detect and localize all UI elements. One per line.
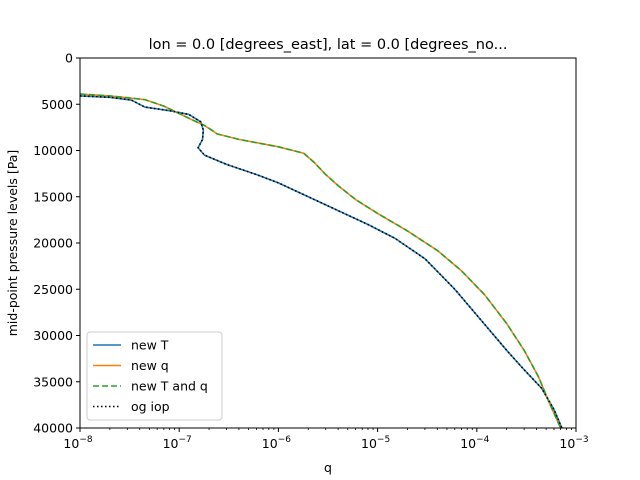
legend-label-0: new T: [131, 338, 169, 353]
y-tick-label: 20000: [33, 236, 73, 251]
x-tick-base: 10: [262, 436, 278, 451]
legend-label-2: new T and q: [131, 379, 208, 394]
y-axis-title: mid-point pressure levels [Pa]: [5, 150, 20, 337]
x-tick-exponent: −5: [377, 435, 390, 445]
legend-label-3: og iop: [131, 399, 170, 414]
legend-box: [86, 331, 223, 421]
x-tick-label: 10−3: [559, 435, 588, 451]
y-tick-label: 0: [65, 51, 73, 66]
x-tick-label: 10−8: [63, 435, 92, 451]
x-axis-title: q: [324, 460, 332, 475]
chart-title: lon = 0.0 [degrees_east], lat = 0.0 [deg…: [149, 37, 508, 53]
y-tick-label: 40000: [33, 421, 73, 436]
x-tick-base: 10: [559, 436, 575, 451]
legend: new T new q new T and q og iop: [86, 331, 223, 421]
x-tick-label: 10−4: [460, 435, 489, 451]
x-tick-exponent: −4: [476, 435, 490, 445]
series-line-2: [80, 93, 562, 428]
x-tick-exponent: −8: [79, 435, 93, 445]
y-tick-label: 25000: [33, 282, 73, 297]
y-axis: 0 5000 10000 15000 20000 25000 30000 35000 40000: [33, 51, 80, 436]
x-tick-label: 10−6: [262, 435, 291, 451]
y-tick-label: 30000: [33, 328, 73, 343]
x-tick-exponent: −3: [575, 435, 588, 445]
y-tick-label: 5000: [41, 97, 73, 112]
x-axis: 10−8 10−7 10−6 10−5 10−4 10−3: [63, 428, 589, 451]
x-tick-exponent: −7: [179, 435, 192, 445]
x-tick-label: 10−5: [361, 435, 390, 451]
y-tick-label: 35000: [33, 374, 73, 389]
x-tick-base: 10: [460, 436, 476, 451]
x-tick-label: 10−7: [163, 435, 192, 451]
x-tick-base: 10: [163, 436, 179, 451]
x-tick-base: 10: [361, 436, 377, 451]
y-tick-label: 15000: [33, 189, 73, 204]
x-tick-exponent: −6: [278, 435, 292, 445]
series-layer: [80, 93, 563, 428]
series-line-0: [80, 95, 563, 428]
x-tick-base: 10: [63, 436, 79, 451]
legend-label-1: new q: [131, 358, 169, 373]
y-tick-label: 10000: [33, 143, 73, 158]
